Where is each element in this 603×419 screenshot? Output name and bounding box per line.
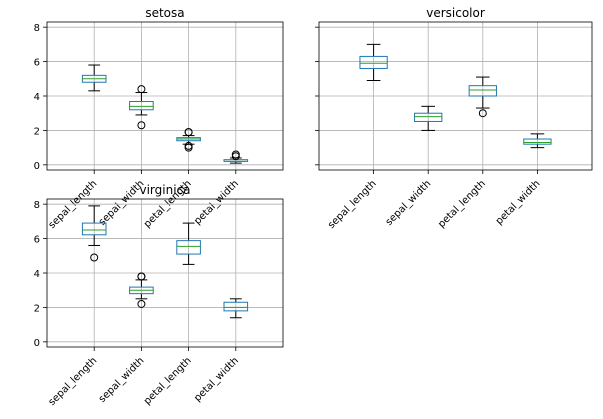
subplot-versicolor: sepal_length sepal_width petal_length petal… xyxy=(315,6,593,231)
outlier-point xyxy=(478,109,487,118)
box-petal_width xyxy=(523,133,552,149)
box-body xyxy=(523,138,552,145)
box-sepal_width xyxy=(129,85,154,130)
outlier-point xyxy=(184,128,193,137)
box-body xyxy=(176,240,201,255)
subplot-title: setosa xyxy=(145,6,184,20)
y-tick-label: 0 xyxy=(34,161,40,172)
x-tick-label-petal_width: petal_width xyxy=(494,178,543,227)
box-petal_width xyxy=(223,150,249,164)
box-body xyxy=(359,55,388,69)
box-sepal_width xyxy=(129,272,154,308)
y-tick-label: 8 xyxy=(34,23,40,34)
subplot-setosa: 02468sepal_lengthsepal_widthpetal_length… xyxy=(34,6,284,231)
outlier-point xyxy=(184,141,193,150)
x-tick-label-sepal_width: sepal_width xyxy=(384,178,434,228)
box-body xyxy=(468,85,497,97)
outlier-point xyxy=(137,272,146,281)
x-tick-label-petal_length: petal_length xyxy=(436,178,488,230)
outlier-point xyxy=(90,253,99,262)
x-tick-label-sepal_length: sepal_length xyxy=(47,355,100,408)
box-sepal_length xyxy=(359,43,388,82)
x-tick-label-petal_length: petal_length xyxy=(142,355,194,407)
box-petal_length xyxy=(468,76,497,118)
subplot-title: virginica xyxy=(140,183,191,197)
y-tick-label: 2 xyxy=(34,303,40,314)
box-petal_length xyxy=(176,222,201,265)
outlier-point xyxy=(137,299,146,308)
outlier-point xyxy=(137,85,146,94)
box-sepal_length xyxy=(81,205,107,262)
box-body xyxy=(81,222,107,236)
outlier-point xyxy=(137,121,146,130)
subplot-title: versicolor xyxy=(426,6,485,20)
box-sepal_length xyxy=(81,64,107,92)
x-tick-label-petal_width: petal_width xyxy=(192,355,241,404)
box-petal_width xyxy=(223,298,249,319)
y-tick-label: 8 xyxy=(34,200,40,211)
y-tick-label: 6 xyxy=(34,235,40,246)
y-tick-label: 0 xyxy=(34,338,40,349)
box-body xyxy=(414,112,443,122)
y-tick-label: 4 xyxy=(34,269,40,280)
box-body xyxy=(129,101,154,111)
x-tick-label-petal_width: petal_width xyxy=(192,178,241,227)
outlier-point xyxy=(231,150,240,159)
box-sepal_width xyxy=(414,105,443,131)
x-tick-label-sepal_width: sepal_width xyxy=(97,355,147,405)
x-tick-label-sepal_length: sepal_length xyxy=(326,178,379,231)
y-tick-label: 2 xyxy=(34,126,40,137)
box-petal_length xyxy=(176,128,201,152)
y-tick-label: 4 xyxy=(34,92,40,103)
y-tick-label: 6 xyxy=(34,58,40,69)
box-body xyxy=(223,301,249,312)
